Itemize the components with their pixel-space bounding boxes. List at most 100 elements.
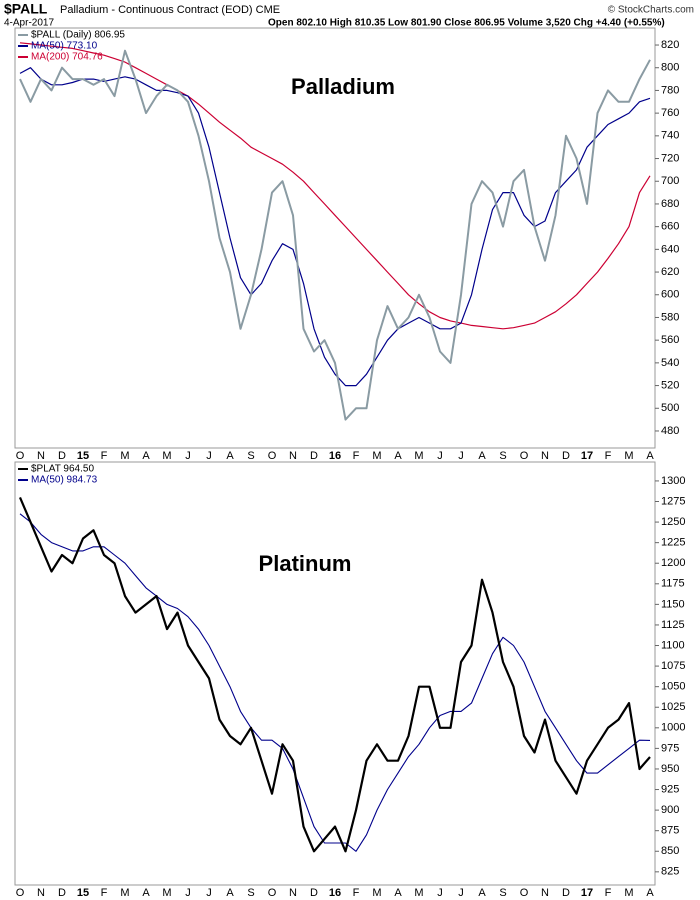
subtitle: Palladium - Continuous Contract (EOD) CM… — [60, 4, 280, 16]
series-line — [19, 67, 651, 387]
x-tick-label: A — [646, 450, 654, 462]
x-tick-label: S — [247, 450, 254, 462]
x-tick-label: A — [142, 450, 150, 462]
x-tick-label: N — [289, 450, 297, 462]
series-line — [19, 49, 651, 421]
x-tick-label: J — [458, 450, 464, 462]
y-tick-label: 560 — [661, 334, 679, 346]
y-tick-label: 925 — [661, 783, 679, 795]
x-tick-label: A — [142, 887, 150, 899]
plot-frame — [14, 27, 656, 449]
y-tick-label: 720 — [661, 152, 679, 164]
x-tick-label: F — [101, 450, 108, 462]
x-tick-label: D — [58, 887, 66, 899]
y-tick-label: 1275 — [661, 495, 685, 507]
y-tick-label: 1225 — [661, 537, 685, 549]
x-tick-label: J — [437, 887, 443, 899]
x-tick-label: N — [541, 450, 549, 462]
y-tick-label: 800 — [661, 62, 679, 74]
y-tick-label: 950 — [661, 763, 679, 775]
x-tick-label: S — [247, 887, 254, 899]
y-tick-label: 1175 — [661, 578, 685, 590]
watermark: © StockCharts.com — [608, 5, 694, 16]
x-tick-label: J — [437, 450, 443, 462]
x-tick-label: S — [499, 887, 506, 899]
y-tick-label: 500 — [661, 402, 679, 414]
y-tick-label: 820 — [661, 39, 679, 51]
x-tick-label: 16 — [329, 450, 341, 462]
x-tick-label: F — [605, 450, 612, 462]
x-tick-label: D — [562, 887, 570, 899]
x-tick-label: J — [206, 887, 212, 899]
y-tick-label: 620 — [661, 266, 679, 278]
x-tick-label: S — [499, 450, 506, 462]
series-line — [19, 513, 651, 852]
series-line — [18, 496, 651, 853]
y-tick-label: 900 — [661, 804, 679, 816]
legend-label: MA(50) 773.10 — [31, 41, 98, 52]
legend-label: $PLAT 964.50 — [31, 464, 94, 475]
x-tick-label: M — [372, 450, 381, 462]
x-tick-label: 17 — [581, 887, 593, 899]
x-tick-label: M — [372, 887, 381, 899]
y-tick-label: 1250 — [661, 516, 685, 528]
x-tick-label: J — [206, 450, 212, 462]
x-tick-label: N — [37, 450, 45, 462]
legend-label: MA(50) 984.73 — [31, 475, 98, 486]
y-tick-label: 680 — [661, 198, 679, 210]
x-tick-label: A — [478, 450, 486, 462]
x-tick-label: M — [414, 450, 423, 462]
y-tick-label: 760 — [661, 107, 679, 119]
x-tick-label: M — [624, 450, 633, 462]
y-tick-label: 1025 — [661, 701, 685, 713]
x-tick-label: A — [226, 887, 234, 899]
x-tick-label: N — [541, 887, 549, 899]
date: 4-Apr-2017 — [4, 18, 54, 29]
x-tick-label: O — [520, 450, 529, 462]
x-tick-label: M — [120, 887, 129, 899]
y-tick-label: 540 — [661, 357, 679, 369]
x-tick-label: F — [353, 887, 360, 899]
x-tick-label: 16 — [329, 887, 341, 899]
x-tick-label: N — [289, 887, 297, 899]
x-tick-label: M — [120, 450, 129, 462]
plot-frame — [14, 461, 656, 886]
y-tick-label: 480 — [661, 425, 679, 437]
x-tick-label: J — [458, 887, 464, 899]
x-tick-label: M — [414, 887, 423, 899]
y-tick-label: 520 — [661, 379, 679, 391]
series-line — [19, 42, 651, 330]
x-tick-label: A — [394, 450, 402, 462]
x-tick-label: J — [185, 887, 191, 899]
symbol: $PALL — [4, 1, 48, 17]
y-tick-label: 1150 — [661, 598, 685, 610]
x-tick-label: F — [605, 887, 612, 899]
x-tick-label: 15 — [77, 450, 89, 462]
x-tick-label: A — [226, 450, 234, 462]
x-tick-label: O — [268, 887, 277, 899]
y-tick-label: 1050 — [661, 681, 685, 693]
legend-label: $PALL (Daily) 806.95 — [31, 30, 125, 41]
y-tick-label: 740 — [661, 130, 679, 142]
y-tick-label: 1200 — [661, 557, 685, 569]
y-tick-label: 1125 — [661, 619, 685, 631]
x-tick-label: A — [478, 887, 486, 899]
y-tick-label: 600 — [661, 289, 679, 301]
annotation: Platinum — [259, 551, 352, 576]
y-tick-label: 875 — [661, 825, 679, 837]
y-tick-label: 1000 — [661, 722, 685, 734]
x-tick-label: A — [394, 887, 402, 899]
quote: Open 802.10 High 810.35 Low 801.90 Close… — [268, 18, 665, 29]
y-tick-label: 660 — [661, 221, 679, 233]
y-tick-label: 1100 — [661, 639, 685, 651]
x-tick-label: N — [37, 887, 45, 899]
x-tick-label: M — [162, 887, 171, 899]
x-tick-label: D — [58, 450, 66, 462]
y-tick-label: 825 — [661, 866, 679, 878]
y-tick-label: 850 — [661, 845, 679, 857]
y-tick-label: 640 — [661, 243, 679, 255]
x-tick-label: O — [16, 887, 25, 899]
x-tick-label: O — [268, 450, 277, 462]
x-tick-label: D — [310, 450, 318, 462]
